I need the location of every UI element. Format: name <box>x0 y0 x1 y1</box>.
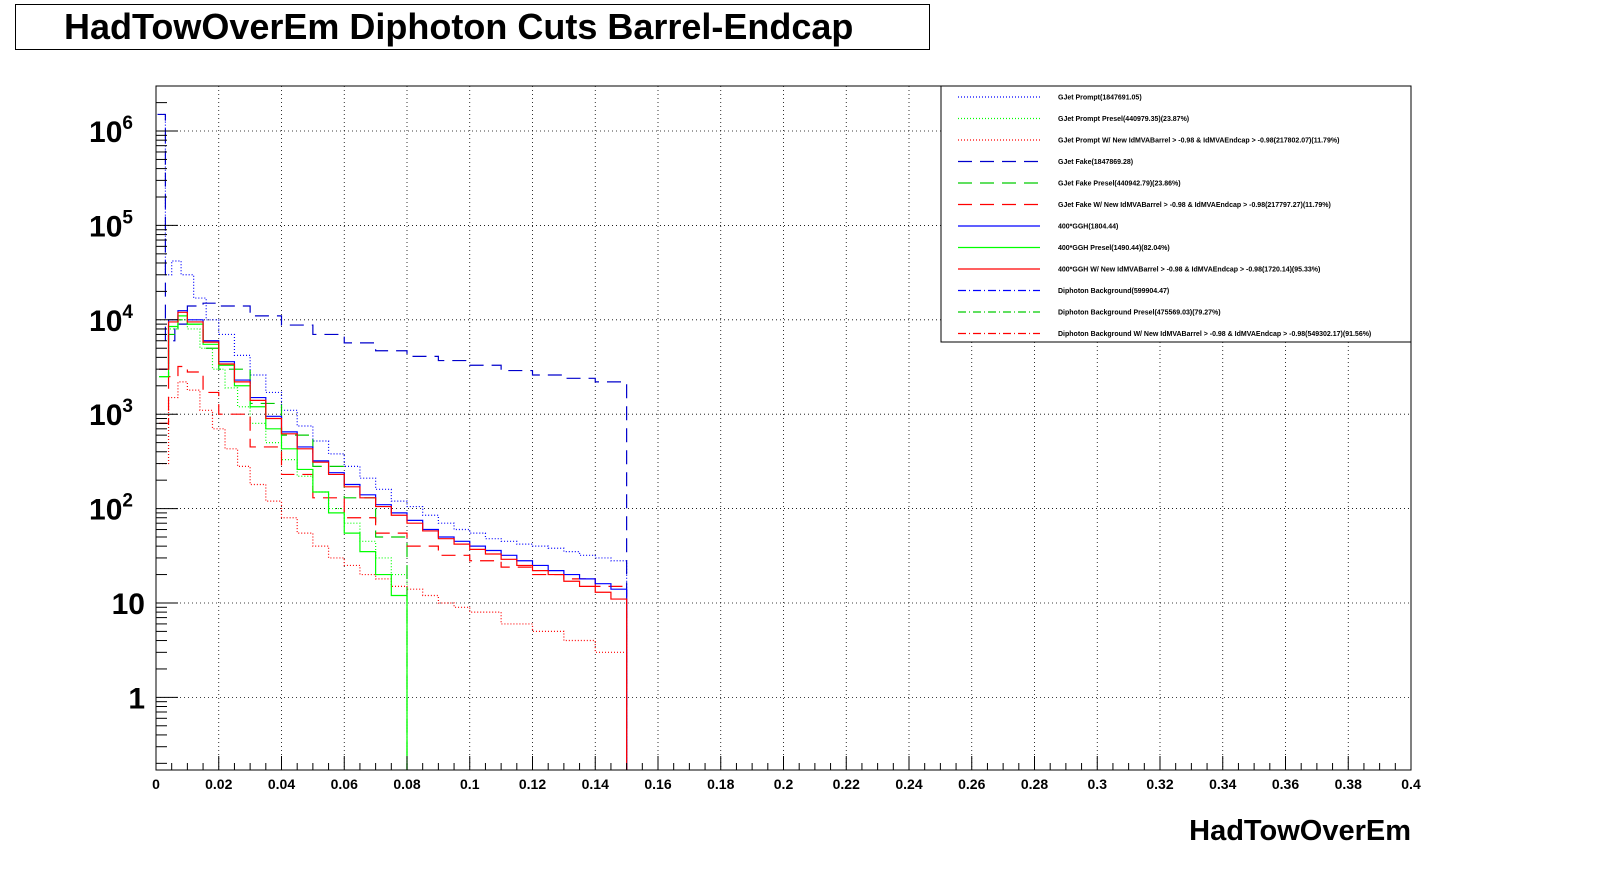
x-tick-label: 0.14 <box>582 776 609 792</box>
legend-entry-2: GJet Prompt W/ New IdMVABarrel > -0.98 &… <box>1058 138 1339 145</box>
x-tick-label: 0.38 <box>1335 776 1362 792</box>
y-tick-label: 105 <box>89 207 133 243</box>
y-tick-label: 10 <box>112 588 145 621</box>
x-tick-label: 0.34 <box>1209 776 1236 792</box>
x-axis-label: HadTowOverEm <box>1189 815 1411 847</box>
series-line-5 <box>159 365 628 770</box>
legend-box <box>940 85 1412 343</box>
x-tick-label: 0.24 <box>895 776 922 792</box>
series-line-8 <box>159 311 628 770</box>
legend-entry-10: Diphoton Background Presel(475569.03)(79… <box>1058 310 1221 317</box>
legend-entry-5: GJet Fake W/ New IdMVABarrel > -0.98 & I… <box>1058 202 1331 209</box>
x-tick-label: 0.32 <box>1146 776 1173 792</box>
y-axis: 1 10 102 103 104 105 106 <box>89 85 178 764</box>
x-tick-label: 0.02 <box>205 776 232 792</box>
x-tick-label: 0.18 <box>707 776 734 792</box>
legend-entry-1: GJet Prompt Presel(440979.35)(23.87%) <box>1058 116 1189 123</box>
series-line-0 <box>157 113 628 770</box>
y-tick-label: 102 <box>89 491 133 527</box>
x-tick-label: 0.08 <box>393 776 420 792</box>
x-tick-label: 0.36 <box>1272 776 1299 792</box>
series-line-3 <box>157 113 628 770</box>
x-tick-label: 0.12 <box>519 776 546 792</box>
legend-entry-4: GJet Fake Presel(440942.79)(23.86%) <box>1058 181 1181 188</box>
x-tick-label: 0.22 <box>833 776 860 792</box>
x-tick-label: 0.26 <box>958 776 985 792</box>
x-tick-label: 0.04 <box>268 776 295 792</box>
x-tick-label: 0.16 <box>644 776 671 792</box>
series-line-7 <box>159 315 408 770</box>
x-tick-label: 0.06 <box>331 776 358 792</box>
x-tick-label: 0.4 <box>1401 776 1421 792</box>
legend-entry-8: 400*GGH W/ New IdMVABarrel > -0.98 & IdM… <box>1058 267 1320 274</box>
legend-entry-3: GJet Fake(1847869.28) <box>1058 159 1133 166</box>
legend-entry-9: Diphoton Background(599904.47) <box>1058 288 1169 295</box>
series-line-1 <box>159 319 408 770</box>
y-tick-label: 103 <box>89 396 133 432</box>
y-tick-label: 104 <box>89 302 133 338</box>
x-axis: 0 0.02 0.04 0.06 0.08 0.1 0.12 0.14 0.16 0.18 0.2 0… <box>152 756 1421 792</box>
series-layer <box>157 113 628 770</box>
x-tick-label: 0.3 <box>1088 776 1108 792</box>
x-tick-label: 0.2 <box>774 776 794 792</box>
series-line-6 <box>159 310 628 770</box>
y-tick-label: 106 <box>89 113 133 149</box>
legend-entry-6: 400*GGH(1804.44) <box>1058 224 1118 231</box>
y-tick-label: 1 <box>128 682 145 715</box>
x-tick-label: 0 <box>152 776 160 792</box>
legend-entry-0: GJet Prompt(1847691.05) <box>1058 95 1142 102</box>
legend-entry-7: 400*GGH Presel(1490.44)(82.04%) <box>1058 245 1170 252</box>
x-tick-label: 0.28 <box>1021 776 1048 792</box>
chart-title: HadTowOverEm Diphoton Cuts Barrel-Endcap <box>15 4 930 50</box>
series-line-4 <box>159 319 408 770</box>
legend: GJet Prompt(1847691.05) GJet Prompt Prese… <box>940 85 1412 343</box>
x-tick-label: 0.1 <box>460 776 480 792</box>
legend-entry-11: Diphoton Background W/ New IdMVABarrel >… <box>1058 331 1371 338</box>
series-line-2 <box>159 381 628 770</box>
